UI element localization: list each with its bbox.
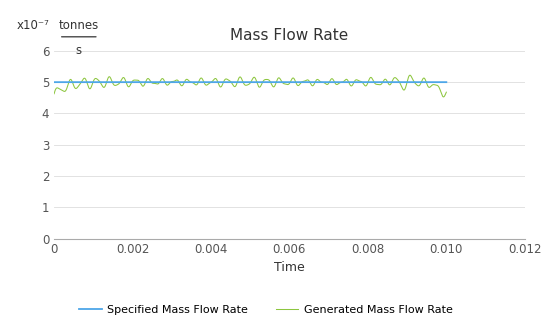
Text: tonnes: tonnes [59, 19, 99, 32]
X-axis label: Time: Time [274, 260, 305, 273]
Legend: Specified Mass Flow Rate, Generated Mass Flow Rate: Specified Mass Flow Rate, Generated Mass… [75, 300, 457, 318]
Title: Mass Flow Rate: Mass Flow Rate [230, 28, 348, 43]
Text: s: s [76, 44, 82, 57]
Text: x10⁻⁷: x10⁻⁷ [17, 19, 49, 32]
